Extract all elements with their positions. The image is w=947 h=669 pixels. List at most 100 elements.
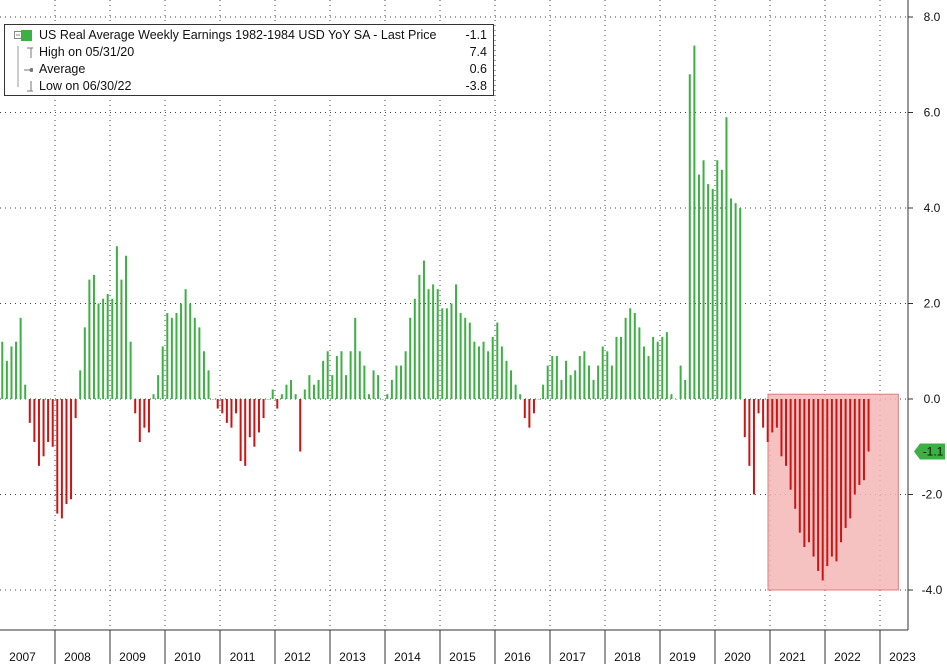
bar — [771, 399, 774, 433]
bar — [487, 351, 490, 399]
bar — [583, 351, 586, 399]
bar — [377, 375, 380, 399]
bar — [345, 375, 348, 399]
bar — [253, 399, 256, 447]
bar — [739, 208, 742, 399]
bar — [762, 399, 765, 428]
bar — [707, 184, 710, 399]
bar — [230, 399, 233, 428]
bar — [257, 399, 260, 433]
x-tick-label: 2009 — [119, 650, 146, 664]
bar — [134, 399, 137, 414]
bar — [216, 399, 219, 409]
bar — [642, 346, 645, 399]
legend-high-label: High on 05/31/20 — [39, 45, 135, 59]
legend-low-marker-icon — [13, 78, 35, 95]
x-tick-label: 2008 — [64, 650, 91, 664]
bar — [821, 399, 824, 581]
last-price-label: -1.1 — [923, 445, 944, 459]
bar — [147, 399, 150, 433]
bar — [679, 365, 682, 399]
x-tick-label: 2017 — [559, 650, 586, 664]
bar — [102, 298, 105, 399]
x-tick-label: 2007 — [9, 650, 36, 664]
bar — [418, 274, 421, 399]
bar — [280, 394, 283, 399]
bar — [610, 365, 613, 399]
bar — [587, 365, 590, 399]
bar — [482, 341, 485, 399]
x-tick-label: 2020 — [724, 650, 751, 664]
bar — [1, 341, 4, 399]
bar — [537, 399, 540, 400]
bar — [340, 351, 343, 399]
bar — [79, 370, 82, 399]
bar — [491, 336, 494, 399]
bar — [15, 341, 18, 399]
legend-last-price: -1.1 — [465, 28, 487, 42]
bar — [88, 279, 91, 399]
bar — [757, 399, 760, 414]
x-tick-label: 2014 — [394, 650, 421, 664]
bar — [422, 260, 425, 399]
y-tick-label: -4.0 — [922, 583, 943, 597]
bar — [390, 379, 393, 399]
legend-series-swatch — [21, 30, 32, 41]
bar — [720, 169, 723, 399]
legend-high-value: 7.4 — [469, 45, 487, 59]
bar — [752, 399, 755, 495]
bar — [24, 384, 27, 399]
bar — [638, 327, 641, 399]
bar — [450, 303, 453, 399]
bar — [436, 289, 439, 399]
bar — [427, 289, 430, 399]
bar — [372, 370, 375, 399]
bar — [803, 399, 806, 548]
bar — [766, 399, 769, 442]
bar — [37, 399, 40, 466]
bar — [807, 399, 810, 543]
x-tick-label: 2021 — [779, 650, 806, 664]
bar — [477, 346, 480, 399]
bar — [514, 384, 517, 399]
bar — [294, 394, 297, 399]
x-tick-label: 2011 — [230, 650, 256, 664]
bar — [97, 303, 100, 399]
y-tick-label: 6.0 — [924, 106, 941, 120]
legend-title-row: US Real Average Weekly Earnings 1982-198… — [9, 27, 487, 44]
x-tick-label: 2016 — [504, 650, 531, 664]
bar — [225, 399, 228, 423]
bar — [180, 303, 183, 399]
legend-low-row: Low on 06/30/22 -3.8 — [9, 78, 487, 95]
bar — [409, 317, 412, 399]
bar — [830, 399, 833, 557]
bar — [858, 399, 861, 485]
x-tick-label: 2013 — [339, 650, 366, 664]
bar — [862, 399, 865, 481]
legend-average-marker-icon — [13, 61, 39, 78]
x-tick-label: 2022 — [834, 650, 861, 664]
bar — [189, 303, 192, 399]
bar — [569, 375, 572, 399]
x-tick-label: 2019 — [669, 650, 696, 664]
bar — [212, 399, 215, 400]
legend-title: US Real Average Weekly Earnings 1982-198… — [39, 28, 437, 42]
bar — [656, 341, 659, 399]
bar — [560, 379, 563, 399]
bar — [166, 313, 169, 399]
bar — [413, 298, 416, 399]
bar — [817, 399, 820, 571]
bar — [780, 399, 783, 457]
bar — [358, 351, 361, 399]
bar — [92, 274, 95, 399]
bar — [844, 399, 847, 528]
bar — [629, 308, 632, 399]
bar — [175, 313, 178, 399]
bar — [665, 332, 668, 399]
bar — [620, 336, 623, 399]
bar — [597, 365, 600, 399]
bar — [367, 394, 370, 399]
bar — [138, 399, 141, 442]
bar — [592, 379, 595, 399]
bar — [193, 317, 196, 399]
